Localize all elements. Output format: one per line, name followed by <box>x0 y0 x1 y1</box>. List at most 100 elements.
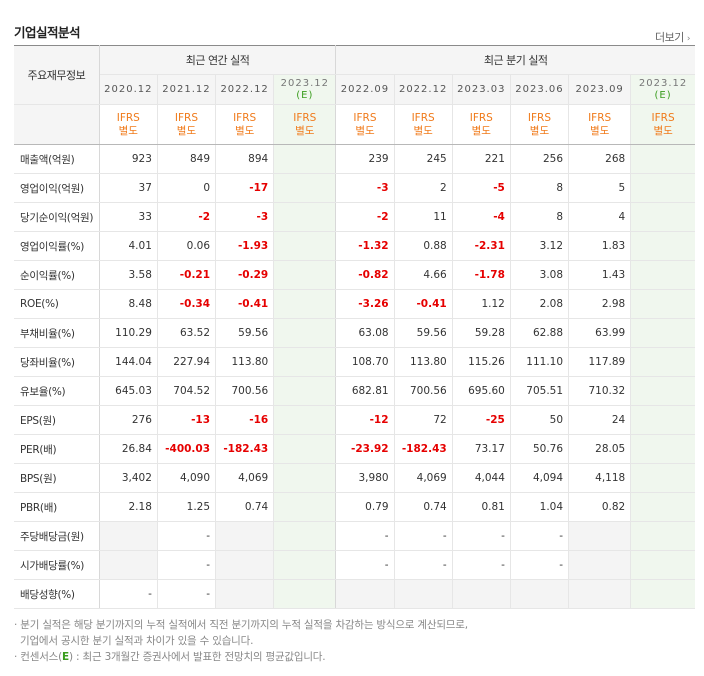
value-cell: 113.80 <box>215 347 274 377</box>
row-label: ROE(%) <box>14 289 100 319</box>
value-cell <box>630 492 695 522</box>
value-cell: -25 <box>451 405 511 435</box>
value-cell: 710.32 <box>568 376 631 406</box>
row-label: BPS(원) <box>14 463 100 493</box>
period-header: 2023.06 <box>509 74 569 105</box>
value-cell: 3.12 <box>509 231 569 261</box>
row-label: 부채비율(%) <box>14 318 100 348</box>
value-cell: 5 <box>568 173 631 203</box>
table-row: 영업이익(억원) 37 0 -17 -3 2 -5 8 5 <box>14 173 695 203</box>
period-label: 2022.09 <box>340 84 390 95</box>
value-cell: 2 <box>393 173 453 203</box>
value-cell: - <box>393 550 453 580</box>
value-cell <box>630 144 695 174</box>
value-cell <box>98 521 158 551</box>
value-cell: -1.32 <box>335 231 395 261</box>
value-cell: 28.05 <box>568 434 631 464</box>
value-cell: -12 <box>335 405 395 435</box>
value-cell: 73.17 <box>451 434 511 464</box>
value-cell <box>273 550 336 580</box>
value-cell: 63.08 <box>335 318 395 348</box>
value-cell: 24 <box>568 405 631 435</box>
period-label: 2023.06 <box>515 84 564 95</box>
value-cell: 117.89 <box>568 347 631 377</box>
value-cell: - <box>98 579 158 609</box>
financial-summary-table: 주요재무정보 최근 연간 실적 최근 분기 실적 2020.12 2021.12 2022… <box>14 45 695 609</box>
value-cell: 37 <box>98 173 158 203</box>
value-cell <box>98 550 158 580</box>
value-cell <box>630 550 695 580</box>
period-header: 2023.03 <box>451 74 511 105</box>
value-cell: 245 <box>393 144 453 174</box>
ifrs-line1: IFRS <box>233 111 257 124</box>
note-consensus: · 컨센서스(E) : 최근 3개월간 증권사에서 발표한 전망치의 평균값입니… <box>14 649 326 664</box>
period-header: 2020.12 <box>99 74 158 105</box>
period-header: 2022.12 <box>215 74 274 105</box>
value-cell <box>393 579 453 609</box>
table-row: 시가배당률(%) - - - - - <box>14 550 695 580</box>
value-cell: -0.34 <box>156 289 216 319</box>
value-cell: -5 <box>451 173 511 203</box>
ifrs-standard-label: IFRS 별도 <box>215 104 274 145</box>
value-cell: -17 <box>215 173 274 203</box>
period-header-consensus: 2023.12 (E) <box>630 74 695 105</box>
ifrs-line2: 별도 <box>529 124 550 137</box>
period-label: 2023.12 <box>280 77 329 89</box>
ifrs-line1: IFRS <box>527 111 551 124</box>
value-cell: 4.01 <box>98 231 158 261</box>
value-cell <box>335 579 395 609</box>
ifrs-line2: 별도 <box>118 124 138 137</box>
table-row: BPS(원) 3,402 4,090 4,069 3,980 4,069 4,044 4,09… <box>14 463 695 493</box>
section-title: 기업실적분석 <box>14 25 81 40</box>
value-cell: - <box>335 521 395 551</box>
value-cell: 4,044 <box>451 463 511 493</box>
value-cell: 4 <box>568 202 631 232</box>
value-cell: -0.41 <box>215 289 274 319</box>
row-label: 매출액(억원) <box>14 144 100 174</box>
value-cell: 113.80 <box>393 347 453 377</box>
ifrs-line1: IFRS <box>293 111 317 124</box>
value-cell: 227.94 <box>156 347 216 377</box>
ifrs-line1: IFRS <box>174 111 199 124</box>
row-label: EPS(원) <box>14 405 100 435</box>
value-cell: 849 <box>156 144 216 174</box>
period-label: 2020.12 <box>104 84 153 95</box>
row-label: 배당성향(%) <box>14 579 100 609</box>
ifrs-line1: IFRS <box>116 111 140 124</box>
value-cell <box>273 144 336 174</box>
value-cell: 4,118 <box>568 463 631 493</box>
value-cell: 144.04 <box>98 347 158 377</box>
ifrs-standard-label: IFRS 별도 <box>273 104 336 145</box>
value-cell: -2 <box>335 202 395 232</box>
value-cell: 1.12 <box>451 289 511 319</box>
value-cell <box>273 579 336 609</box>
table-row: PBR(배) 2.18 1.25 0.74 0.79 0.74 0.81 1.04 0.82 <box>14 492 695 522</box>
value-cell <box>273 202 336 232</box>
row-label: PER(배) <box>14 434 100 464</box>
period-label: 2023.09 <box>575 84 624 95</box>
row-label-header-blank <box>14 104 100 145</box>
value-cell: -1.78 <box>451 260 511 290</box>
ifrs-line1: IFRS <box>651 111 675 124</box>
value-cell: 26.84 <box>98 434 158 464</box>
value-cell: - <box>451 521 511 551</box>
table-row: 당좌비율(%) 144.04 227.94 113.80 108.70 113.80 115… <box>14 347 695 377</box>
value-cell: 276 <box>98 405 158 435</box>
value-cell: 0.79 <box>335 492 395 522</box>
value-cell: 923 <box>98 144 158 174</box>
ifrs-line2: 별도 <box>176 124 197 137</box>
value-cell: 0.82 <box>568 492 631 522</box>
more-link[interactable]: 더보기 › <box>655 29 691 45</box>
value-cell: 0.74 <box>215 492 274 522</box>
value-cell <box>630 231 695 261</box>
period-header: 2023.09 <box>568 74 631 105</box>
value-cell <box>273 231 336 261</box>
value-cell: - <box>393 521 453 551</box>
value-cell: 59.28 <box>451 318 511 348</box>
value-cell <box>273 173 336 203</box>
value-cell: 72 <box>393 405 453 435</box>
table-row: 당기순이익(억원) 33 -2 -3 -2 11 -4 8 4 <box>14 202 695 232</box>
value-cell: 1.83 <box>568 231 631 261</box>
value-cell: 63.99 <box>568 318 631 348</box>
value-cell: 221 <box>451 144 511 174</box>
